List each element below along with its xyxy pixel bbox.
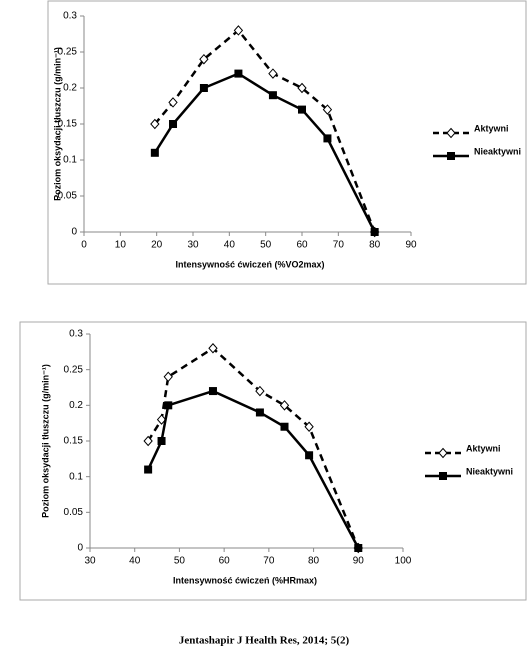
y-tick-label: 0.2	[69, 400, 83, 411]
marker	[255, 408, 264, 417]
marker	[144, 465, 153, 474]
x-tick-label: 80	[308, 556, 320, 567]
series-line	[153, 72, 376, 233]
marker	[156, 414, 167, 425]
x-tick-label: 60	[296, 240, 308, 251]
marker	[163, 371, 173, 383]
y-tick-label: 0	[77, 543, 83, 554]
y-axis-title: Poziom oksydacji tłuszczu (g/min⁻¹)	[52, 47, 62, 201]
marker	[143, 435, 153, 447]
marker	[323, 134, 332, 143]
y-tick-label: 0.25	[64, 364, 84, 375]
x-tick-label: 40	[129, 556, 141, 567]
y-tick-label: 0.25	[58, 47, 78, 58]
y-tick-label: 0.1	[63, 155, 77, 166]
y-tick-label: 0.3	[63, 11, 77, 22]
marker	[305, 451, 314, 460]
marker	[150, 118, 160, 130]
x-tick-label: 40	[224, 240, 236, 251]
x-tick-label: 0	[81, 240, 87, 251]
marker	[208, 387, 217, 396]
marker	[208, 343, 218, 354]
marker	[255, 385, 265, 397]
x-tick-label: 10	[115, 240, 127, 251]
x-tick-label: 30	[84, 556, 96, 567]
chart-frame	[19, 321, 527, 601]
marker	[446, 127, 456, 139]
x-axis-title: Intensywność ćwiczeń (%HRmax)	[173, 575, 317, 585]
footer: Jentashapir J Health Res, 2014; 5(2)	[179, 635, 350, 647]
marker	[304, 421, 314, 432]
marker	[298, 105, 306, 114]
x-tick-label: 20	[151, 240, 163, 251]
marker	[150, 148, 159, 157]
marker	[168, 97, 178, 108]
chart-frame	[47, 0, 527, 285]
x-tick-label: 30	[187, 240, 199, 251]
marker	[199, 53, 209, 65]
y-tick-label: 0.15	[58, 119, 78, 130]
marker	[280, 422, 289, 431]
x-tick-label: 100	[395, 556, 412, 567]
marker	[447, 152, 455, 160]
y-tick-label: 0.3	[69, 329, 83, 340]
marker	[370, 228, 379, 236]
marker	[233, 25, 244, 36]
marker	[169, 120, 178, 128]
x-tick-label: 90	[353, 556, 365, 567]
x-tick-label: 90	[405, 240, 417, 251]
x-tick-label: 80	[369, 240, 381, 251]
y-tick-label: 0.05	[64, 507, 84, 518]
marker	[164, 401, 173, 410]
series-line	[153, 28, 376, 233]
legend-label: Nieaktywni	[474, 146, 521, 156]
x-axis-title: Intensywność ćwiczeń (%VO2max)	[175, 259, 324, 269]
marker	[199, 84, 208, 92]
y-axis-title: Poziom oksydacji tłuszczu (g/min⁻¹)	[40, 364, 50, 518]
legend-label: Aktywni	[466, 443, 501, 453]
legend-label: Nieaktywni	[466, 466, 513, 476]
y-tick-label: 0.05	[58, 191, 78, 202]
x-tick-label: 70	[333, 240, 345, 251]
marker	[354, 544, 363, 552]
marker	[268, 68, 278, 79]
marker	[439, 472, 447, 480]
marker	[297, 82, 307, 94]
x-tick-label: 50	[174, 556, 186, 567]
y-tick-label: 0.2	[63, 83, 77, 94]
y-tick-label: 0.1	[69, 471, 83, 482]
marker	[157, 437, 166, 445]
marker	[322, 104, 333, 115]
marker	[438, 447, 448, 459]
marker	[279, 400, 290, 411]
y-tick-label: 0.15	[64, 436, 84, 447]
y-tick-label: 0	[71, 227, 77, 238]
x-tick-label: 70	[263, 556, 275, 567]
x-tick-label: 50	[260, 240, 272, 251]
legend-label: Aktywni	[474, 123, 509, 133]
x-tick-label: 60	[219, 556, 231, 567]
series-line	[147, 346, 360, 549]
marker	[268, 91, 277, 100]
series-line	[146, 389, 360, 549]
marker	[234, 69, 243, 78]
